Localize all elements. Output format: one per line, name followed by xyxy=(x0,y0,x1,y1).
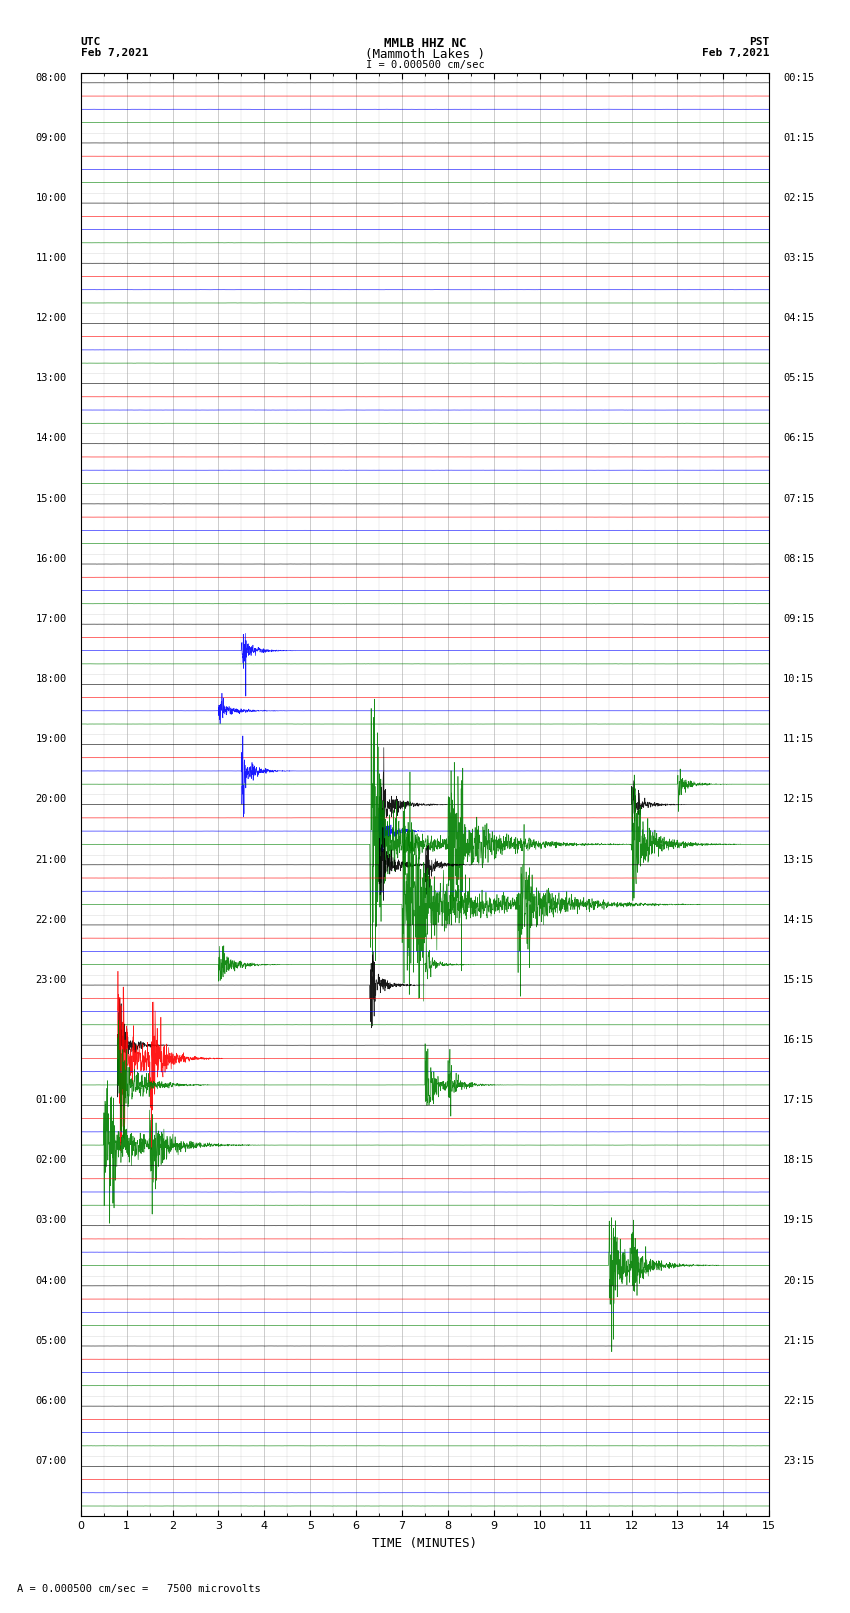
Text: 07:00: 07:00 xyxy=(36,1457,67,1466)
Text: 17:00: 17:00 xyxy=(36,615,67,624)
Text: Feb 7,2021: Feb 7,2021 xyxy=(81,48,148,58)
Text: 21:00: 21:00 xyxy=(36,855,67,865)
Text: UTC: UTC xyxy=(81,37,101,47)
Text: 09:15: 09:15 xyxy=(783,615,814,624)
Text: 12:15: 12:15 xyxy=(783,794,814,805)
Text: 06:00: 06:00 xyxy=(36,1395,67,1407)
Text: 22:15: 22:15 xyxy=(783,1395,814,1407)
Text: 23:00: 23:00 xyxy=(36,974,67,986)
Text: 15:15: 15:15 xyxy=(783,974,814,986)
Text: 05:00: 05:00 xyxy=(36,1336,67,1345)
Text: 13:15: 13:15 xyxy=(783,855,814,865)
Text: 04:00: 04:00 xyxy=(36,1276,67,1286)
Text: 14:00: 14:00 xyxy=(36,434,67,444)
Text: Feb 7,2021: Feb 7,2021 xyxy=(702,48,769,58)
Text: 17:15: 17:15 xyxy=(783,1095,814,1105)
Text: 13:00: 13:00 xyxy=(36,373,67,384)
Text: (Mammoth Lakes ): (Mammoth Lakes ) xyxy=(365,48,485,61)
Text: 02:00: 02:00 xyxy=(36,1155,67,1165)
Text: 00:15: 00:15 xyxy=(783,73,814,82)
X-axis label: TIME (MINUTES): TIME (MINUTES) xyxy=(372,1537,478,1550)
Text: I = 0.000500 cm/sec: I = 0.000500 cm/sec xyxy=(366,60,484,69)
Text: 12:00: 12:00 xyxy=(36,313,67,323)
Text: 02:15: 02:15 xyxy=(783,194,814,203)
Text: 16:00: 16:00 xyxy=(36,553,67,565)
Text: 04:15: 04:15 xyxy=(783,313,814,323)
Text: 23:15: 23:15 xyxy=(783,1457,814,1466)
Text: 20:15: 20:15 xyxy=(783,1276,814,1286)
Text: 19:15: 19:15 xyxy=(783,1216,814,1226)
Text: 11:00: 11:00 xyxy=(36,253,67,263)
Text: 10:15: 10:15 xyxy=(783,674,814,684)
Text: 07:15: 07:15 xyxy=(783,494,814,503)
Text: PST: PST xyxy=(749,37,769,47)
Text: 09:00: 09:00 xyxy=(36,132,67,142)
Text: 03:15: 03:15 xyxy=(783,253,814,263)
Text: 03:00: 03:00 xyxy=(36,1216,67,1226)
Text: 01:00: 01:00 xyxy=(36,1095,67,1105)
Text: 19:00: 19:00 xyxy=(36,734,67,744)
Text: 18:15: 18:15 xyxy=(783,1155,814,1165)
Text: 06:15: 06:15 xyxy=(783,434,814,444)
Text: 14:15: 14:15 xyxy=(783,915,814,924)
Text: A = 0.000500 cm/sec =   7500 microvolts: A = 0.000500 cm/sec = 7500 microvolts xyxy=(17,1584,261,1594)
Text: 08:00: 08:00 xyxy=(36,73,67,82)
Text: 16:15: 16:15 xyxy=(783,1036,814,1045)
Text: 22:00: 22:00 xyxy=(36,915,67,924)
Text: 11:15: 11:15 xyxy=(783,734,814,744)
Text: 15:00: 15:00 xyxy=(36,494,67,503)
Text: 10:00: 10:00 xyxy=(36,194,67,203)
Text: 18:00: 18:00 xyxy=(36,674,67,684)
Text: MMLB HHZ NC: MMLB HHZ NC xyxy=(383,37,467,50)
Text: 05:15: 05:15 xyxy=(783,373,814,384)
Text: 08:15: 08:15 xyxy=(783,553,814,565)
Text: 01:15: 01:15 xyxy=(783,132,814,142)
Text: 21:15: 21:15 xyxy=(783,1336,814,1345)
Text: 20:00: 20:00 xyxy=(36,794,67,805)
